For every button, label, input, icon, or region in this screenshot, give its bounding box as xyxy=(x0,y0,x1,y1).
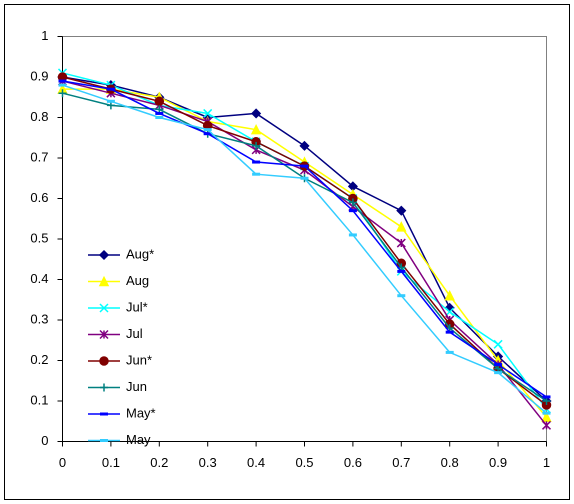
legend-label: Jul* xyxy=(126,299,148,314)
x-tick-label: 0.1 xyxy=(102,455,120,470)
marker xyxy=(250,123,262,135)
x-tick-label: 0.2 xyxy=(150,455,168,470)
legend-label: Jul xyxy=(126,326,143,341)
x-tick-label: 0.4 xyxy=(247,455,265,470)
y-tick-label: 0.1 xyxy=(30,392,48,407)
x-tick-label: 0.5 xyxy=(295,455,313,470)
marker xyxy=(396,205,407,216)
y-tick-label: 0.3 xyxy=(30,311,48,326)
marker xyxy=(541,411,552,422)
x-tick-label: 0.6 xyxy=(344,455,362,470)
marker xyxy=(396,238,406,248)
legend-label: Jun* xyxy=(126,352,152,367)
y-tick-label: 0.6 xyxy=(30,190,48,205)
marker xyxy=(251,108,262,119)
y-tick-label: 0.4 xyxy=(30,271,48,286)
marker xyxy=(154,96,165,107)
marker xyxy=(299,140,310,151)
y-tick-label: 0.9 xyxy=(30,68,48,83)
x-tick-label: 0.3 xyxy=(199,455,217,470)
x-tick-label: 0.9 xyxy=(489,455,507,470)
marker xyxy=(58,89,67,98)
y-tick-label: 0.2 xyxy=(30,352,48,367)
marker xyxy=(203,108,213,118)
marker xyxy=(99,303,109,313)
legend-label: May xyxy=(126,432,151,447)
marker xyxy=(98,275,110,287)
marker xyxy=(444,290,455,301)
legend-label: Jun xyxy=(126,379,147,394)
marker xyxy=(99,356,109,366)
y-tick-label: 0.7 xyxy=(30,149,48,164)
marker xyxy=(99,329,109,340)
marker xyxy=(100,383,108,392)
y-tick-label: 0.5 xyxy=(30,230,48,245)
chart-frame xyxy=(4,4,570,500)
x-tick-label: 0 xyxy=(59,455,66,470)
x-tick-label: 1 xyxy=(543,455,550,470)
marker xyxy=(348,198,357,207)
marker xyxy=(541,420,552,430)
y-tick-label: 0.8 xyxy=(30,109,48,124)
legend-label: Aug xyxy=(126,273,149,288)
y-tick-label: 1 xyxy=(41,28,48,43)
marker xyxy=(252,141,261,150)
legend-label: May* xyxy=(126,405,156,420)
legend-label: Aug* xyxy=(126,246,154,261)
y-tick-label: 0 xyxy=(41,433,48,448)
marker xyxy=(396,221,407,232)
marker xyxy=(98,249,110,261)
marker xyxy=(493,339,503,349)
x-tick-label: 0.8 xyxy=(441,455,459,470)
x-tick-label: 0.7 xyxy=(392,455,410,470)
